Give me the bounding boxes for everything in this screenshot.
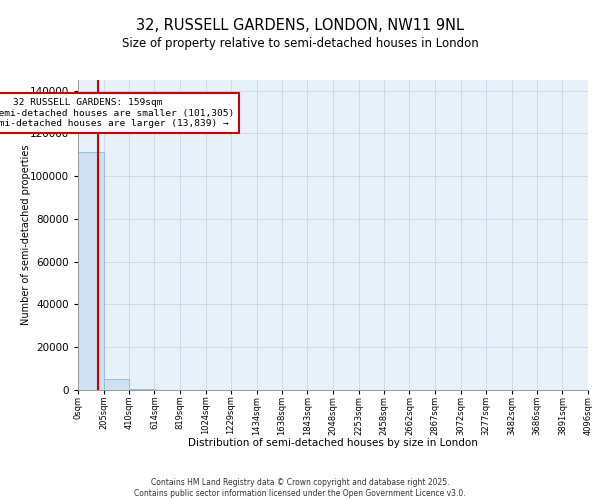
Bar (78, 152, 104, 390)
Bar (129, 388, 155, 390)
X-axis label: Distribution of semi-detached houses by size in London: Distribution of semi-detached houses by … (188, 438, 478, 448)
Text: 32 RUSSELL GARDENS: 159sqm
← 88% of semi-detached houses are smaller (101,305)
1: 32 RUSSELL GARDENS: 159sqm ← 88% of semi… (0, 98, 235, 128)
Text: 32, RUSSELL GARDENS, LONDON, NW11 9NL: 32, RUSSELL GARDENS, LONDON, NW11 9NL (136, 18, 464, 32)
Y-axis label: Number of semi-detached properties: Number of semi-detached properties (20, 145, 31, 325)
Text: Contains HM Land Registry data © Crown copyright and database right 2025.
Contai: Contains HM Land Registry data © Crown c… (134, 478, 466, 498)
Text: Size of property relative to semi-detached houses in London: Size of property relative to semi-detach… (122, 38, 478, 51)
Bar (104, 380, 129, 390)
